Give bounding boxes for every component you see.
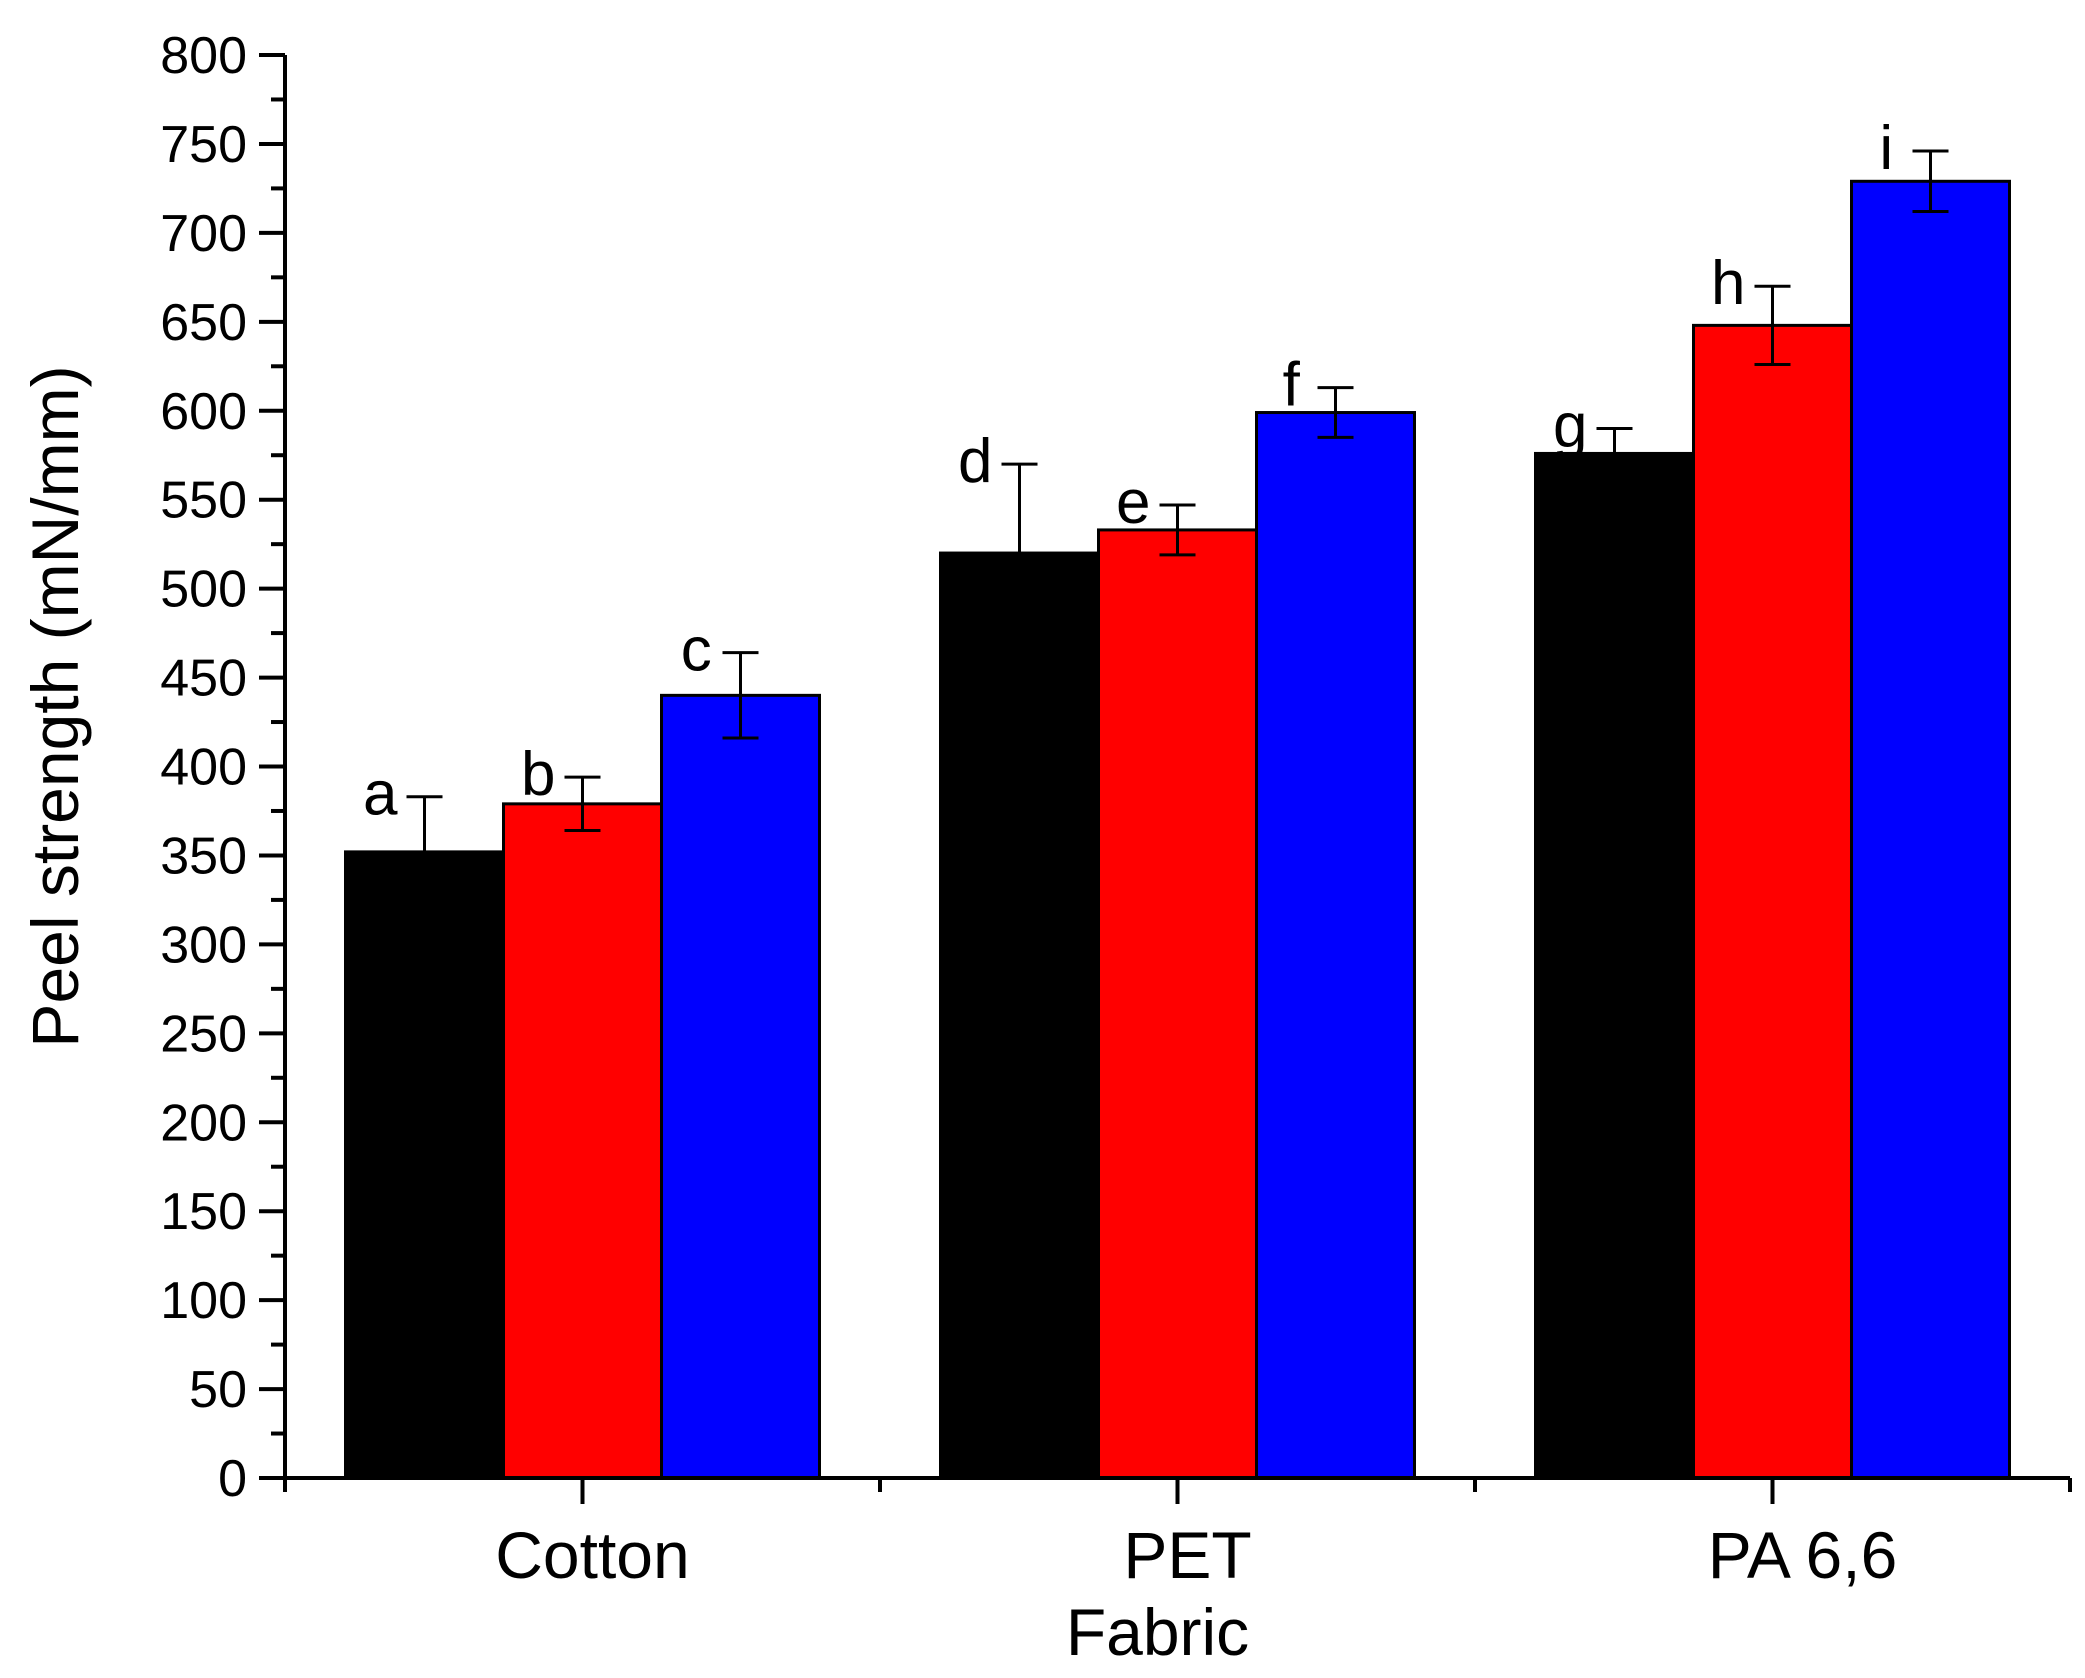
error-bar <box>1001 462 1038 644</box>
y-ticks-layer: 0 50 100 150 200 250 300 350 400 450 500 550 600 650 7… <box>160 27 285 1508</box>
significance-label: h <box>1711 249 1745 318</box>
bar-pet-series-2 <box>1097 528 1258 1480</box>
error-bar <box>1596 427 1633 480</box>
bar-pa-6-6-series-1 <box>1534 451 1695 1480</box>
y-tick-label: 150 <box>160 1183 247 1241</box>
x-category-label: Cotton <box>495 1518 689 1592</box>
significance-label: a <box>363 760 398 829</box>
y-axis-title: Peel strength (mN/mm) <box>18 365 92 1047</box>
significance-label: b <box>521 740 555 809</box>
significance-labels-layer: a d g b e h c f i <box>363 114 1893 829</box>
bar-cotton-series-1 <box>344 850 505 1480</box>
error-bar <box>1754 284 1791 367</box>
y-tick-label: 100 <box>160 1272 247 1330</box>
error-bar <box>1159 503 1196 557</box>
x-axis-title: Fabric <box>1066 1595 1249 1669</box>
y-tick-label: 750 <box>160 116 247 174</box>
y-tick-label: 200 <box>160 1094 247 1152</box>
y-tick-label: 450 <box>160 650 247 708</box>
error-bar <box>1317 386 1354 439</box>
error-bar <box>722 651 759 740</box>
x-category-label: PA 6,6 <box>1708 1518 1898 1592</box>
y-tick-label: 550 <box>160 472 247 530</box>
error-bar <box>1912 149 1949 214</box>
significance-label: i <box>1879 114 1893 183</box>
y-tick-label: 300 <box>160 916 247 974</box>
y-tick-label: 600 <box>160 383 247 441</box>
bars-layer <box>344 179 2011 1480</box>
bar-pet-series-1 <box>939 551 1100 1480</box>
significance-label: e <box>1116 468 1150 537</box>
significance-label: c <box>681 616 712 685</box>
significance-label: d <box>958 427 992 496</box>
x-ticks-layer: Cotton PET PA 6,6 <box>283 1478 2072 1592</box>
y-tick-label: 700 <box>160 205 247 263</box>
y-tick-label: 400 <box>160 739 247 797</box>
bar-pa-6-6-series-3 <box>1850 179 2011 1480</box>
bar-cotton-series-3 <box>660 693 821 1480</box>
significance-label: g <box>1553 392 1587 461</box>
y-tick-label: 500 <box>160 561 247 619</box>
bar-cotton-series-2 <box>502 802 663 1480</box>
y-tick-label: 50 <box>189 1361 247 1419</box>
x-category-label: PET <box>1123 1518 1251 1592</box>
y-tick-label: 800 <box>160 27 247 85</box>
bar-pa-6-6-series-2 <box>1692 323 1853 1480</box>
y-tick-label: 650 <box>160 294 247 352</box>
error-bar <box>564 775 601 833</box>
significance-label: f <box>1283 351 1301 420</box>
y-tick-label: 250 <box>160 1005 247 1063</box>
y-tick-label: 0 <box>218 1450 247 1508</box>
bar-pet-series-3 <box>1255 411 1416 1480</box>
y-tick-label: 350 <box>160 827 247 885</box>
error-bar <box>406 795 443 909</box>
error-bars-layer <box>406 149 1949 909</box>
